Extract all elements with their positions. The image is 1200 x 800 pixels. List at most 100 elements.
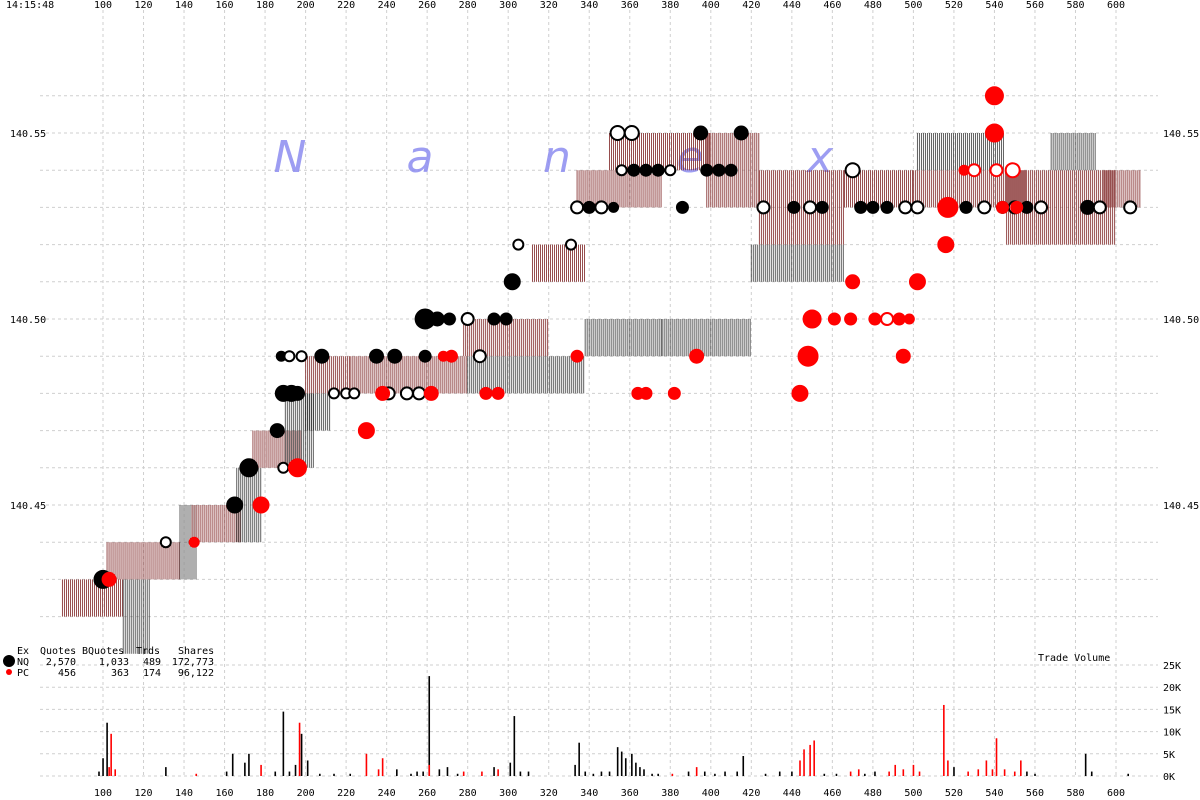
axis-labels: 100 100 120 120 140 140 160 160 180 180 200 200 220 2… [10,0,1199,799]
quote-band-bid [532,244,586,282]
x-tick-label-bottom: 240 [378,788,396,799]
volume-bar-nq [319,773,321,776]
trade-marker-pc [937,196,959,218]
volume-bar-nq [736,771,738,776]
x-tick-label: 160 [216,0,234,11]
volume-bar-pc [462,771,465,776]
volume-bar-pc [377,769,380,776]
volume-bar-pc [1020,760,1022,776]
trade-marker-nq [639,163,653,177]
x-tick-label-bottom: 200 [297,788,315,799]
volume-bar-nq [584,771,587,776]
trade-marker-pc [188,536,200,548]
trade-marker-nq [844,162,861,179]
x-tick-label-bottom: 480 [864,788,882,799]
trade-marker-nq [693,125,709,141]
trade-marker-nq [565,238,578,251]
quote-band-bid [191,505,241,543]
legend-cell-quotes: 2,570 [46,657,76,668]
volume-tick-label: 0K [1163,772,1175,783]
trade-marker-nq [608,201,620,213]
x-tick-label-bottom: 420 [742,788,760,799]
watermark-letter: N [274,132,307,183]
volume-bar-nq [631,753,633,776]
volume-bar-pc [894,764,897,776]
volume-bar-pc [497,769,499,776]
trade-marker-nq [977,200,992,215]
volume-bar-nq [509,762,512,776]
legend-cell-trds: 489 [143,657,161,668]
trade-marker-pc [444,349,458,363]
trade-markers [93,86,1138,589]
volume-bar-nq [608,771,611,776]
volume-bar-nq [456,773,459,776]
trade-marker-pc [797,345,819,367]
price-tick-label-left: 140.50 [10,315,46,326]
trade-marker-nq [615,164,628,177]
volume-tick-label: 5K [1163,750,1175,761]
volume-bar-pc [888,771,890,776]
volume-bar-pc [991,769,994,776]
volume-bar-pc [943,704,945,776]
x-tick-label-bottom: 520 [945,788,963,799]
volume-bar-nq [592,773,595,776]
trade-marker-nq [314,348,330,364]
x-tick-label: 540 [985,0,1003,11]
volume-bar-nq [864,773,866,776]
volume-tick-label: 25K [1163,661,1181,672]
trade-marker-pc [689,348,705,364]
volume-bar-nq [742,756,745,776]
trade-marker-pc [937,236,955,254]
trade-marker-nq [627,163,641,177]
price-tick-label-left: 140.45 [10,501,46,512]
x-tick-label: 180 [256,0,274,11]
trade-marker-nq [664,164,677,177]
volume-bar-pc [918,771,921,776]
volume-bar-nq [635,762,637,776]
trade-marker-pc [895,348,911,364]
trade-marker-nq [854,200,868,214]
trade-marker-pc [101,571,117,587]
x-tick-label: 420 [742,0,760,11]
trade-marker-nq [898,200,913,215]
legend-cell-bquotes: 363 [111,668,129,679]
volume-bar-nq [300,733,303,776]
x-tick-label: 220 [337,0,355,11]
volume-bar-pc [481,771,483,776]
price-tick-label-left: 140.55 [10,129,46,140]
trade-marker-pc [375,385,391,401]
quote-band-ask [584,319,662,357]
trade-marker-nq [787,200,801,214]
x-tick-label-bottom: 280 [459,788,477,799]
volume-bar-pc [967,771,969,776]
trade-marker-pc [1004,162,1021,179]
volume-bar-pc [114,769,117,776]
volume-bar-nq [624,758,627,776]
volume-bar-nq [446,767,449,776]
volume-bar-pc [799,760,801,776]
trade-marker-nq [460,312,475,326]
volume-bar-nq [288,771,291,776]
legend-cell-trds: 174 [143,668,161,679]
volume-bar-nq [519,771,522,776]
trade-marker-pc [802,309,822,329]
volume-bar-pc [108,767,110,776]
volume-bar-pc [381,758,384,776]
volume-bar-pc [428,764,431,776]
legend-header: Shares [178,646,214,657]
quote-band-ask [661,319,751,357]
x-tick-label-bottom: 600 [1107,788,1125,799]
x-tick-label-bottom: 100 [94,788,112,799]
x-tick-label: 100 [94,0,112,11]
trade-marker-pc [892,312,906,326]
trade-marker-pc [570,349,584,363]
quote-band-ask [750,244,844,282]
x-tick-label: 500 [904,0,922,11]
trade-marker-nq [803,200,818,215]
legend-header: BQuotes [82,646,124,657]
trade-marker-pc [491,386,505,400]
volume-tick-label: 10K [1163,728,1181,739]
trade-marker-nq [289,385,305,401]
volume-bar-nq [225,771,228,776]
